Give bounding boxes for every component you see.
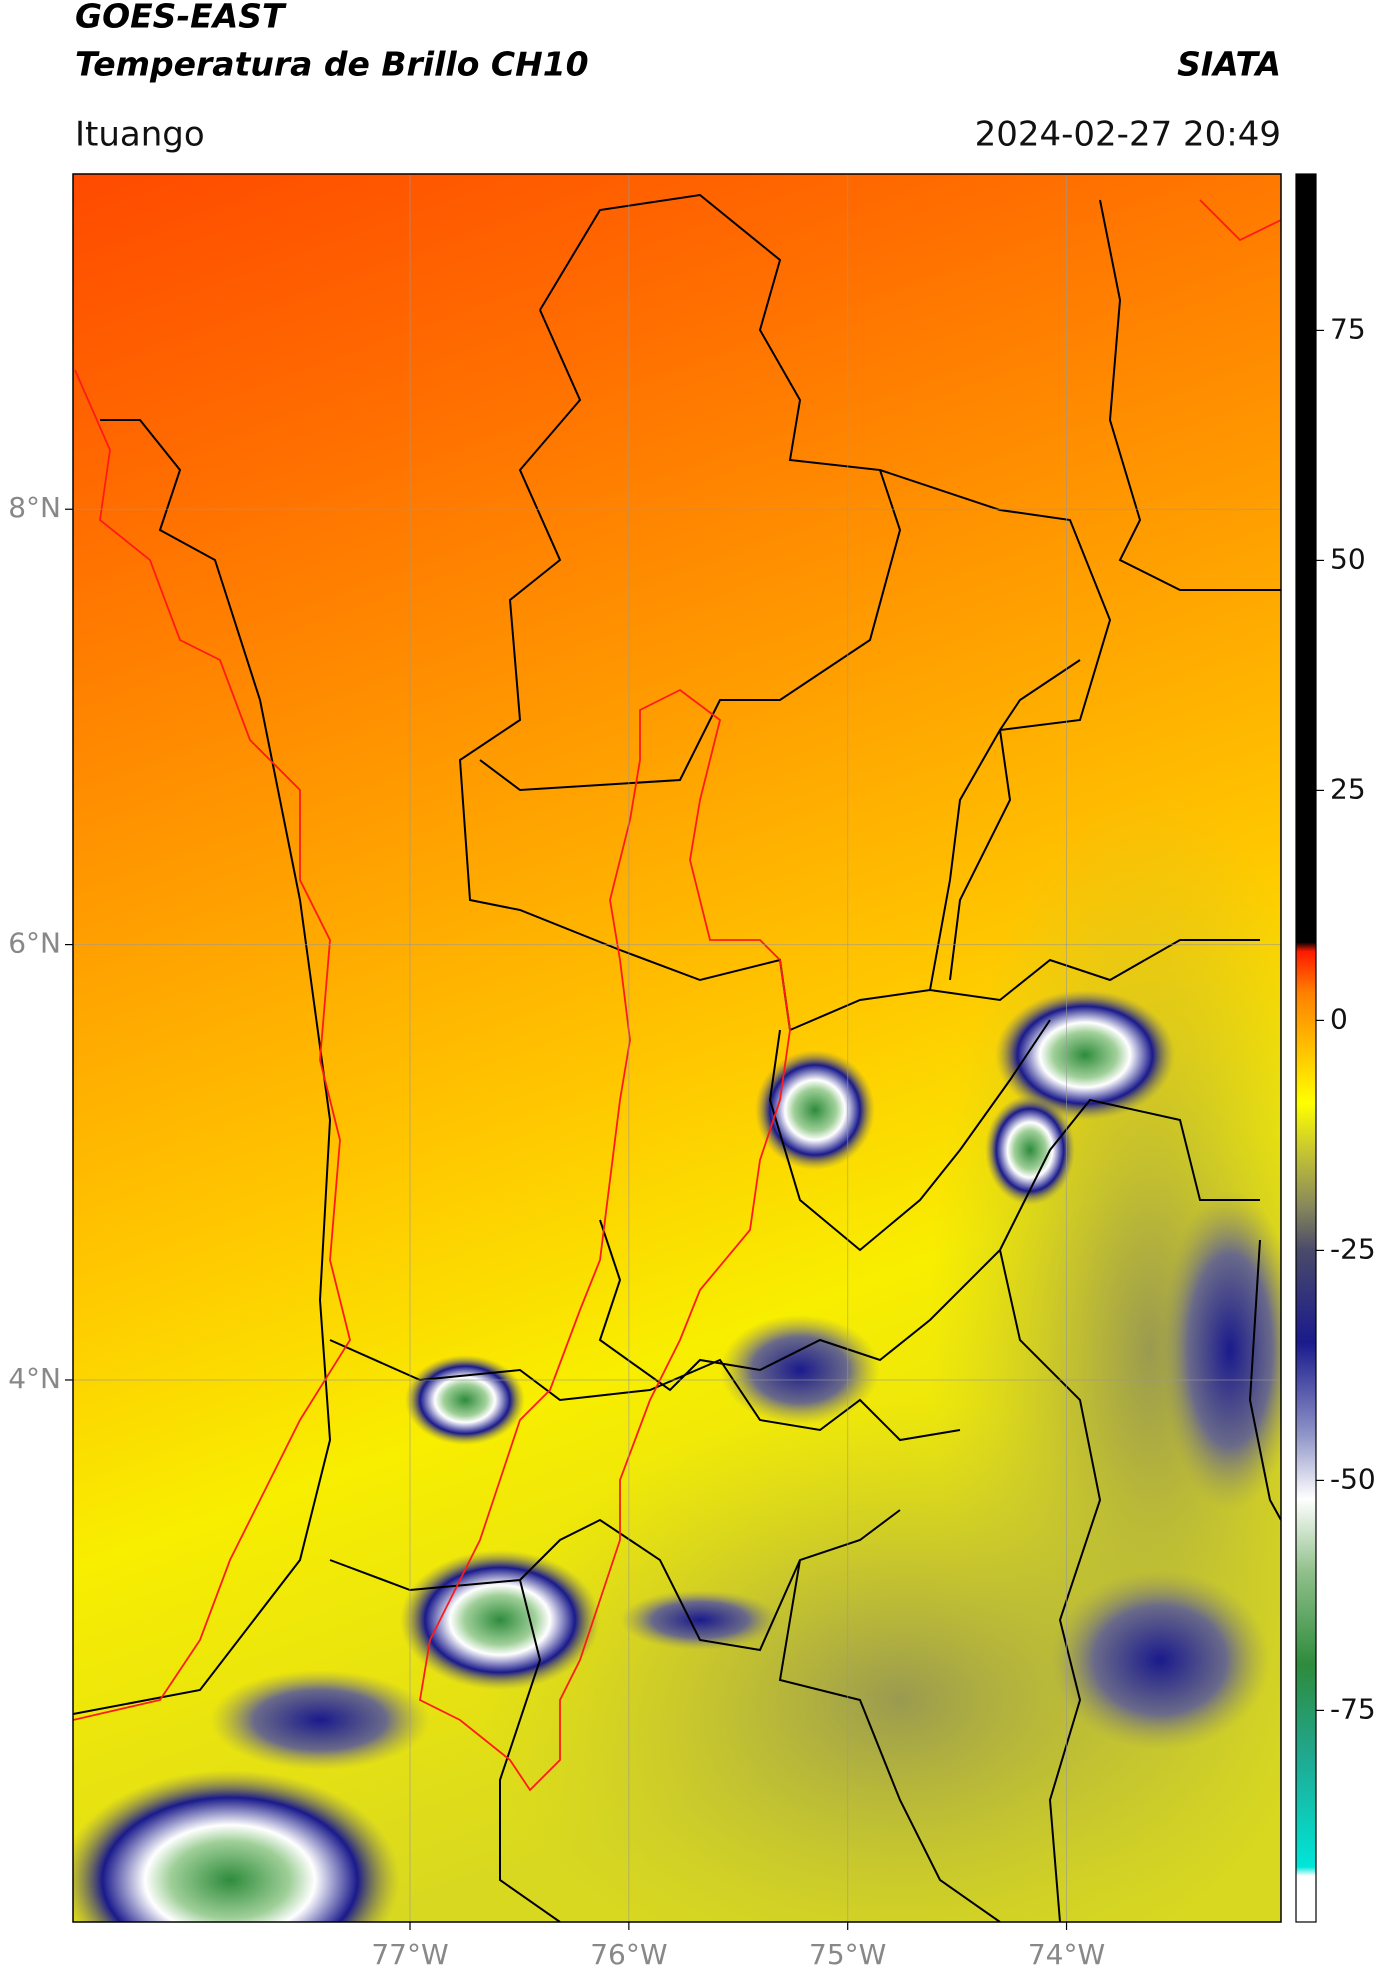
department-border: [458, 309, 1260, 1032]
colorbar-tick-label: -25: [1330, 1232, 1376, 1265]
cloud-area: [1050, 1570, 1270, 1750]
cloud-area: [620, 1590, 780, 1650]
convective-cell: [985, 1095, 1075, 1205]
department-border: [1248, 1239, 1281, 1521]
convective-cell: [755, 1050, 875, 1170]
location: Ituango: [75, 115, 205, 155]
x-tick-label: 75°W: [809, 1938, 886, 1971]
x-tick-label: 74°W: [1028, 1938, 1105, 1971]
colorbar: [1296, 174, 1316, 1922]
convective-cell: [400, 1550, 600, 1690]
graticule: [65, 174, 1281, 1930]
department-border: [879, 469, 1112, 991]
y-tick-label: 4°N: [8, 1362, 61, 1395]
coastline: [73, 369, 351, 1721]
title-line1: GOES-EAST: [75, 0, 287, 36]
title-line2: Temperatura de Brillo CH10: [75, 45, 589, 84]
cloud-area: [210, 1670, 430, 1770]
cloud-area: [1160, 1190, 1281, 1510]
x-tick-label: 77°W: [371, 1938, 448, 1971]
x-tick-label: 76°W: [590, 1938, 667, 1971]
coastline: [1199, 199, 1281, 242]
colorbar-tick-label: -50: [1330, 1462, 1376, 1495]
map-frame: [72, 173, 1282, 1923]
convective-cell: [73, 1770, 400, 1922]
department-border: [1099, 199, 1281, 591]
department-border: [949, 659, 1081, 981]
cloud-area: [720, 1315, 880, 1425]
y-tick-label: 8°N: [8, 491, 61, 524]
coastline: [73, 419, 332, 1715]
department-border: [499, 1579, 561, 1922]
colorbar-tick-label: -75: [1330, 1692, 1376, 1725]
cloud-area: [480, 1400, 1281, 1922]
department-border: [778, 1559, 1001, 1922]
department-border: [598, 1098, 1260, 1392]
colorbar-tick-label: 50: [1330, 542, 1366, 575]
y-tick-label: 6°N: [8, 927, 61, 960]
department-border: [329, 1509, 901, 1652]
convective-cell: [995, 990, 1175, 1120]
basin-outline: [419, 688, 791, 1792]
colorbar-tick-label: 75: [1330, 312, 1366, 345]
colorbar-tick-label: 0: [1330, 1002, 1348, 1035]
colorbar-frame: [1295, 173, 1317, 1923]
organization: SIATA: [1177, 45, 1281, 84]
map-image: [73, 174, 1281, 1922]
datetime: 2024-02-27 20:49: [975, 115, 1281, 155]
convective-cell: [405, 1355, 525, 1445]
department-border: [999, 1249, 1102, 1922]
colorbar-tick-label: 25: [1330, 772, 1366, 805]
department-border: [329, 1339, 961, 1442]
